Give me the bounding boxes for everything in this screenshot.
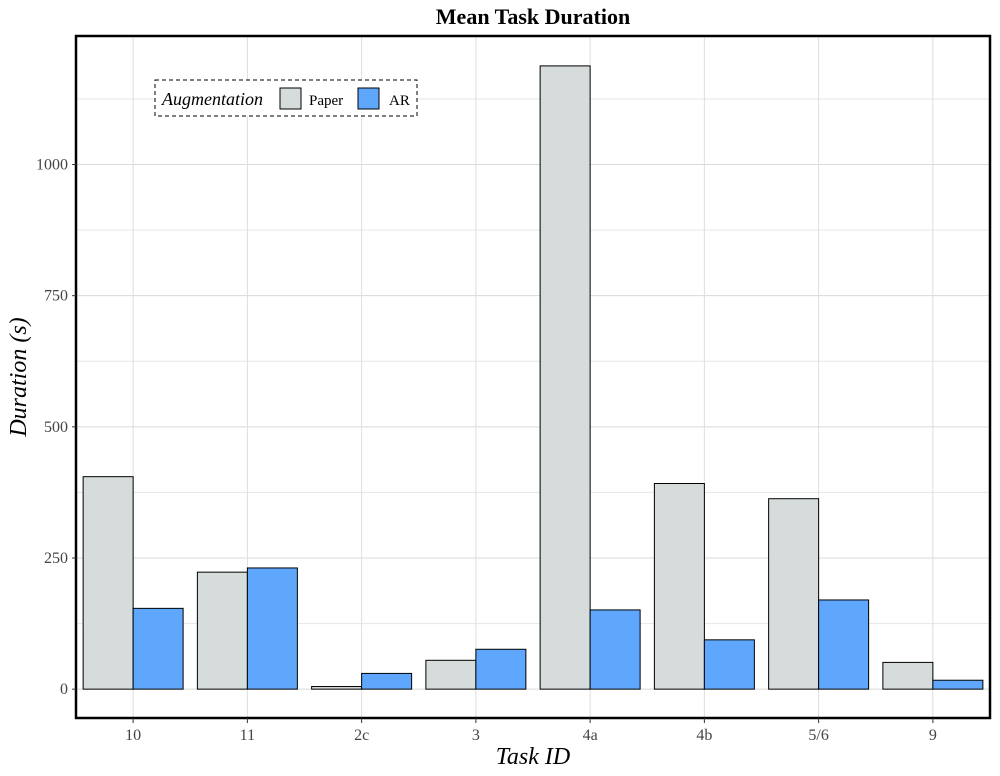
legend-swatch-ar: [357, 87, 380, 110]
legend-swatch-paper: [279, 87, 302, 110]
bar-ar-4a: [589, 609, 641, 690]
bar-paper-5-6: [768, 498, 820, 690]
x-tick-label: 4b: [696, 727, 712, 744]
x-tick-label: 5/6: [808, 727, 828, 744]
y-tick-label: 0: [60, 681, 68, 698]
x-tick-label: 10: [125, 727, 141, 744]
legend: Augmentation Paper AR: [154, 79, 418, 117]
bar-ar-3: [475, 648, 527, 690]
x-tick-label: 3: [472, 727, 480, 744]
bars: [82, 65, 984, 690]
bar-ar-5-6: [818, 599, 870, 690]
bar-paper-10: [82, 476, 134, 690]
legend-label-ar: AR: [389, 93, 410, 109]
bar-ar-2c: [361, 672, 413, 690]
bar-paper-2c: [311, 686, 363, 690]
x-tick-label: 4a: [583, 727, 598, 744]
bar-ar-4b: [703, 639, 755, 690]
x-tick-label: 11: [240, 727, 255, 744]
plot-border: [74, 34, 992, 720]
y-tick-label: 750: [44, 288, 68, 305]
bar-ar-10: [132, 607, 184, 690]
bar-paper-11: [196, 571, 248, 690]
bar-paper-9: [882, 661, 934, 690]
x-tick-labels: 10 11 2c 3 4a 4b 5/6 9: [125, 718, 937, 744]
bar-ar-9: [932, 679, 984, 690]
y-tick-label: 250: [44, 550, 68, 567]
bar-ar-11: [246, 567, 298, 690]
y-tick-label: 500: [44, 419, 68, 436]
legend-label-paper: Paper: [309, 93, 343, 109]
x-tick-label: 9: [929, 727, 937, 744]
y-axis-title: Duration (s): [6, 317, 32, 437]
x-axis-title: Task ID: [496, 744, 570, 770]
y-tick-labels: 0 250 500 750 1000: [36, 157, 76, 698]
y-tick-label: 1000: [36, 157, 68, 174]
x-tick-label: 2c: [354, 727, 369, 744]
chart-title: Mean Task Duration: [436, 4, 630, 29]
bar-paper-3: [425, 659, 477, 690]
legend-title: Augmentation: [161, 89, 263, 109]
bar-paper-4b: [653, 482, 705, 690]
bar-paper-4a: [539, 65, 591, 690]
